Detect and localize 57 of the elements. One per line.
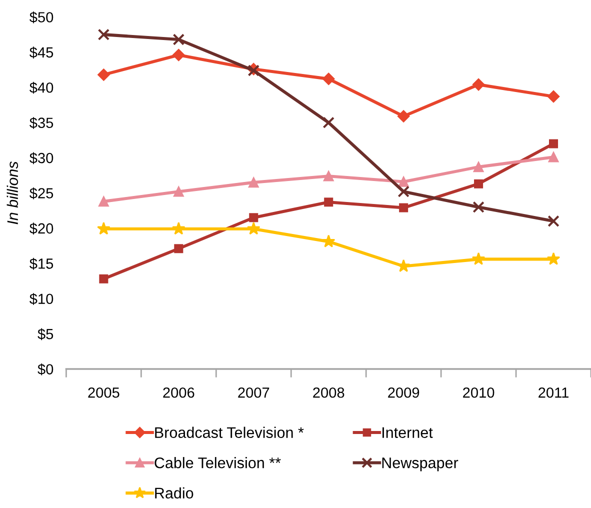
y-tick-label: $25 xyxy=(30,187,54,200)
y-tick-label: $50 xyxy=(30,11,54,24)
point xyxy=(322,116,334,128)
x-tick-label: 2011 xyxy=(538,387,568,398)
x-tick-label: 2006 xyxy=(163,387,194,398)
y-tick-label: $35 xyxy=(30,117,54,129)
point xyxy=(97,222,110,235)
legend-label: Radio xyxy=(155,487,194,499)
point xyxy=(172,222,186,235)
point xyxy=(548,152,559,162)
point xyxy=(549,139,558,148)
point xyxy=(323,170,334,182)
point xyxy=(472,201,484,213)
x-tick-label: 2005 xyxy=(88,387,120,398)
y-tick-label: $40 xyxy=(30,82,54,94)
y-tick-label: $30 xyxy=(30,152,54,164)
legend-label: Newspaper xyxy=(382,458,458,472)
point xyxy=(98,196,109,207)
y-tick-label: $10 xyxy=(30,293,54,305)
point xyxy=(398,176,409,187)
point xyxy=(324,198,334,207)
y-tick-label: $0 xyxy=(38,364,54,376)
point xyxy=(322,72,335,86)
point xyxy=(174,244,184,254)
legend-label: Broadcast Television * xyxy=(155,426,304,438)
point xyxy=(396,259,410,272)
point xyxy=(398,186,410,198)
point xyxy=(249,213,258,222)
y-tick-label: $15 xyxy=(30,258,54,270)
x-tick-label: 2007 xyxy=(238,387,270,398)
point xyxy=(397,110,410,122)
legend-label: Cable Television ** xyxy=(154,457,281,468)
point xyxy=(472,252,486,265)
point xyxy=(246,222,260,235)
y-tick-label: $5 xyxy=(38,328,54,340)
point xyxy=(472,78,485,91)
point xyxy=(548,215,560,228)
point xyxy=(172,34,185,46)
x-tick-label: 2009 xyxy=(388,387,420,398)
point xyxy=(546,252,560,265)
x-tick-label: 2010 xyxy=(463,387,494,398)
point xyxy=(99,274,108,284)
point xyxy=(98,68,110,81)
x-tick-label: 2008 xyxy=(313,387,344,398)
point xyxy=(172,48,185,62)
point xyxy=(399,203,408,212)
y-tick-label: $20 xyxy=(30,222,54,234)
point xyxy=(473,162,484,172)
y-axis-title: In billions xyxy=(6,161,18,224)
point xyxy=(248,177,259,188)
point xyxy=(474,179,484,188)
point xyxy=(173,186,184,197)
point xyxy=(98,28,110,40)
point xyxy=(547,90,560,103)
legend-label: Internet xyxy=(382,427,433,438)
y-tick-label: $45 xyxy=(30,46,54,58)
point xyxy=(322,234,336,248)
